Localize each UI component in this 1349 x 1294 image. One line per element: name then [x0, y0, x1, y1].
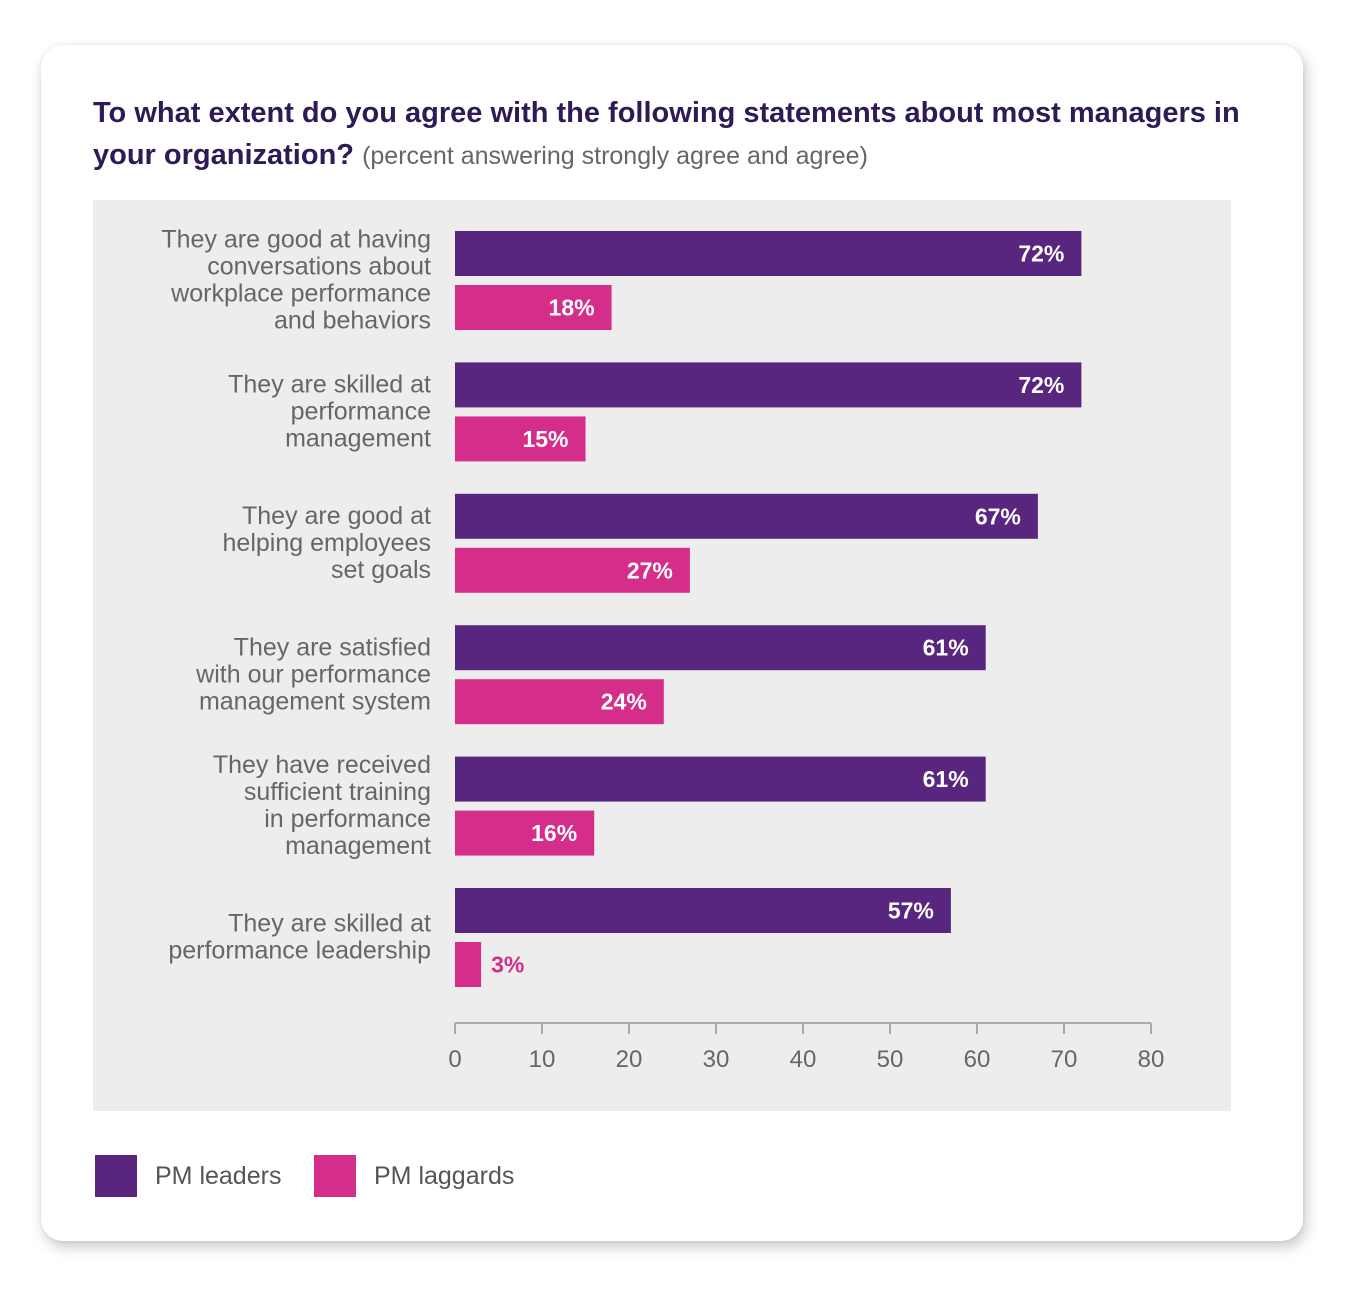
bar-laggards-0: [455, 285, 612, 330]
data-label-laggards-3: 24%: [601, 689, 647, 715]
x-tick-label-20: 20: [616, 1046, 643, 1073]
x-axis: 0 10 20 30 40 50 60 70 80: [448, 1022, 1165, 1073]
legend-swatch-pm-laggards: [314, 1155, 356, 1197]
data-label-leaders-4: 61%: [923, 766, 969, 792]
category-label-line: in performance: [264, 805, 431, 833]
bars-layer: 72% 18% 72% 15% 67% 27% 61% 24% 61% 16% 57% 3%: [455, 231, 1082, 987]
category-label-line: They are good at having: [161, 226, 431, 254]
category-label-line: performance leadership: [168, 937, 431, 965]
bar-laggards-2: [455, 547, 690, 593]
category-label-line: They are skilled at: [228, 370, 431, 398]
x-tick-label-50: 50: [877, 1046, 904, 1073]
bar-laggards-4: [455, 810, 595, 856]
x-tick-label-80: 80: [1138, 1046, 1165, 1073]
bar-leaders-5: [455, 888, 951, 933]
title-text: To what extent do you agree with the fol…: [93, 97, 1240, 171]
category-label-line: sufficient training: [244, 778, 431, 806]
bar-laggards-1: [455, 416, 586, 462]
category-label-line: conversations about: [207, 253, 431, 281]
category-label-line: and behaviors: [274, 307, 431, 335]
data-label-leaders-5: 57%: [888, 898, 934, 924]
bar-leaders-3: [455, 625, 986, 671]
chart-title: To what extent do you agree with the fol…: [93, 92, 1253, 177]
category-label-line: management: [285, 832, 431, 860]
category-label-line: helping employees: [223, 529, 431, 557]
category-label-line: set goals: [331, 556, 431, 584]
chart-subtitle: (percent answering strongly agree and ag…: [362, 142, 868, 170]
data-label-leaders-3: 61%: [923, 635, 969, 661]
legend-label-pm-laggards: PM laggards: [374, 1162, 515, 1190]
category-label-line: They have received: [213, 751, 431, 779]
category-label-line: performance: [291, 397, 431, 425]
category-label-0: They are good at having conversations abo…: [161, 226, 431, 335]
category-label-5: They are skilled at performance leadershi…: [168, 910, 431, 965]
data-label-leaders-2: 67%: [975, 503, 1021, 529]
category-label-line: They are skilled at: [228, 910, 431, 938]
x-tick-label-0: 0: [448, 1046, 461, 1073]
data-label-leaders-1: 72%: [1018, 372, 1064, 398]
category-label-line: management system: [199, 687, 431, 715]
bar-leaders-1: [455, 362, 1082, 408]
x-tick-label-40: 40: [790, 1046, 817, 1073]
data-label-leaders-0: 72%: [1018, 241, 1064, 267]
bar-leaders-0: [455, 231, 1082, 276]
data-label-laggards-5: 3%: [491, 952, 524, 978]
bar-leaders-2: [455, 493, 1038, 539]
category-label-1: They are skilled at performance management: [228, 370, 431, 452]
x-tick-label-10: 10: [529, 1046, 556, 1073]
category-label-line: with our performance: [195, 660, 431, 688]
category-label-2: They are good at helping employees set goa…: [223, 502, 432, 584]
category-label-4: They have received sufficient training in …: [213, 751, 431, 860]
data-label-laggards-4: 16%: [531, 820, 577, 846]
x-tick-label-30: 30: [703, 1046, 730, 1073]
x-tick-label-70: 70: [1051, 1046, 1078, 1073]
legend-label-pm-leaders: PM leaders: [155, 1162, 282, 1190]
category-label-line: management: [285, 424, 431, 452]
x-tick-label-60: 60: [964, 1046, 991, 1073]
data-label-laggards-0: 18%: [549, 295, 595, 321]
legend-swatch-pm-leaders: [95, 1155, 137, 1197]
data-label-laggards-1: 15%: [522, 426, 568, 452]
bar-laggards-5: [455, 942, 482, 987]
bar-leaders-4: [455, 756, 986, 802]
category-labels-layer: They are good at having conversations abo…: [161, 226, 431, 965]
category-label-line: They are satisfied: [234, 633, 431, 661]
data-label-laggards-2: 27%: [627, 557, 673, 583]
category-label-3: They are satisfied with our performance ma…: [195, 633, 431, 715]
bar-laggards-3: [455, 679, 664, 725]
category-label-line: They are good at: [242, 502, 431, 530]
category-label-line: workplace performance: [170, 280, 431, 308]
